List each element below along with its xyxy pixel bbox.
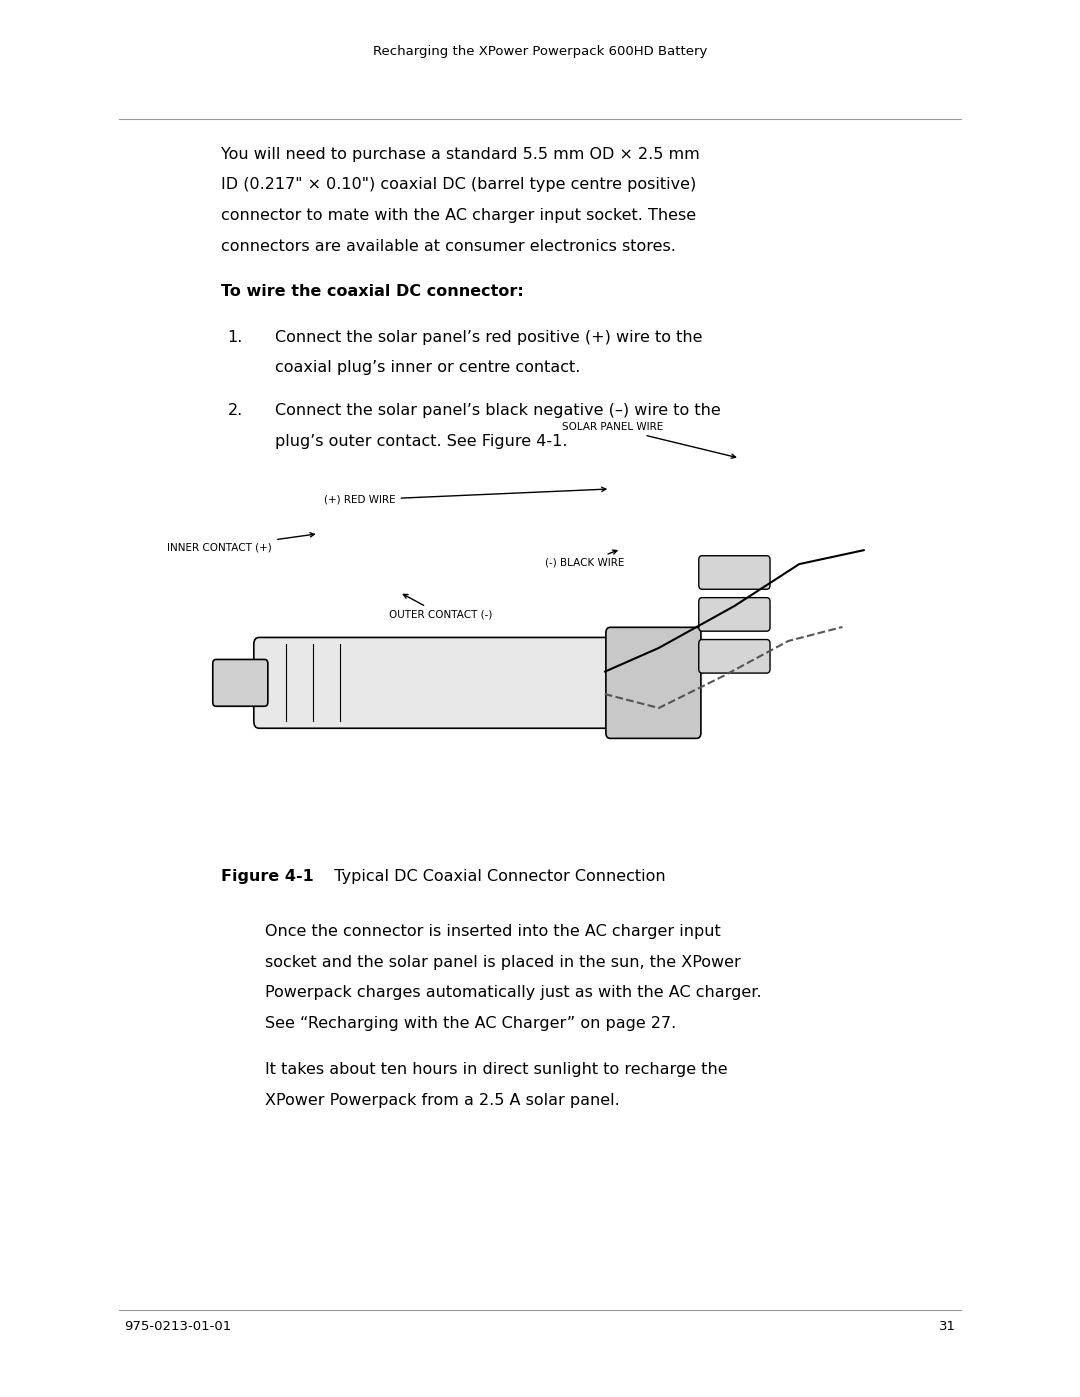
Text: To wire the coaxial DC connector:: To wire the coaxial DC connector: bbox=[221, 284, 524, 299]
Text: Recharging the XPower Powerpack 600HD Battery: Recharging the XPower Powerpack 600HD Ba… bbox=[373, 45, 707, 57]
FancyBboxPatch shape bbox=[254, 637, 632, 728]
FancyBboxPatch shape bbox=[213, 659, 268, 707]
Text: socket and the solar panel is placed in the sun, the XPower: socket and the solar panel is placed in … bbox=[265, 954, 741, 970]
Text: See “Recharging with the AC Charger” on page 27.: See “Recharging with the AC Charger” on … bbox=[265, 1016, 676, 1031]
Text: It takes about ten hours in direct sunlight to recharge the: It takes about ten hours in direct sunli… bbox=[265, 1062, 727, 1077]
Text: 31: 31 bbox=[939, 1320, 956, 1333]
Text: SOLAR PANEL WIRE: SOLAR PANEL WIRE bbox=[562, 422, 735, 458]
Text: plug’s outer contact. See Figure 4-1.: plug’s outer contact. See Figure 4-1. bbox=[275, 434, 568, 450]
Text: coaxial plug’s inner or centre contact.: coaxial plug’s inner or centre contact. bbox=[275, 360, 581, 376]
Text: You will need to purchase a standard 5.5 mm OD × 2.5 mm: You will need to purchase a standard 5.5… bbox=[221, 147, 700, 162]
Text: INNER CONTACT (+): INNER CONTACT (+) bbox=[167, 532, 314, 552]
Text: Powerpack charges automatically just as with the AC charger.: Powerpack charges automatically just as … bbox=[265, 985, 761, 1000]
Text: Typical DC Coaxial Connector Connection: Typical DC Coaxial Connector Connection bbox=[324, 869, 665, 884]
Text: connector to mate with the AC charger input socket. These: connector to mate with the AC charger in… bbox=[221, 208, 697, 224]
Text: (+) RED WIRE: (+) RED WIRE bbox=[324, 488, 606, 504]
Text: Figure 4-1: Figure 4-1 bbox=[221, 869, 314, 884]
Text: XPower Powerpack from a 2.5 A solar panel.: XPower Powerpack from a 2.5 A solar pane… bbox=[265, 1092, 619, 1108]
Text: Connect the solar panel’s black negative (–) wire to the: Connect the solar panel’s black negative… bbox=[275, 404, 721, 419]
Text: connectors are available at consumer electronics stores.: connectors are available at consumer ele… bbox=[221, 239, 676, 254]
FancyBboxPatch shape bbox=[699, 556, 770, 590]
FancyBboxPatch shape bbox=[699, 640, 770, 673]
Text: (-) BLACK WIRE: (-) BLACK WIRE bbox=[545, 550, 624, 567]
Text: ID (0.217" × 0.10") coaxial DC (barrel type centre positive): ID (0.217" × 0.10") coaxial DC (barrel t… bbox=[221, 177, 697, 193]
Text: Connect the solar panel’s red positive (+) wire to the: Connect the solar panel’s red positive (… bbox=[275, 330, 703, 345]
Text: 1.: 1. bbox=[228, 330, 243, 345]
FancyBboxPatch shape bbox=[699, 598, 770, 631]
Text: Once the connector is inserted into the AC charger input: Once the connector is inserted into the … bbox=[265, 923, 720, 939]
Text: 2.: 2. bbox=[228, 404, 243, 419]
Text: OUTER CONTACT (-): OUTER CONTACT (-) bbox=[389, 594, 492, 619]
Text: 975-0213-01-01: 975-0213-01-01 bbox=[124, 1320, 231, 1333]
FancyBboxPatch shape bbox=[606, 627, 701, 739]
